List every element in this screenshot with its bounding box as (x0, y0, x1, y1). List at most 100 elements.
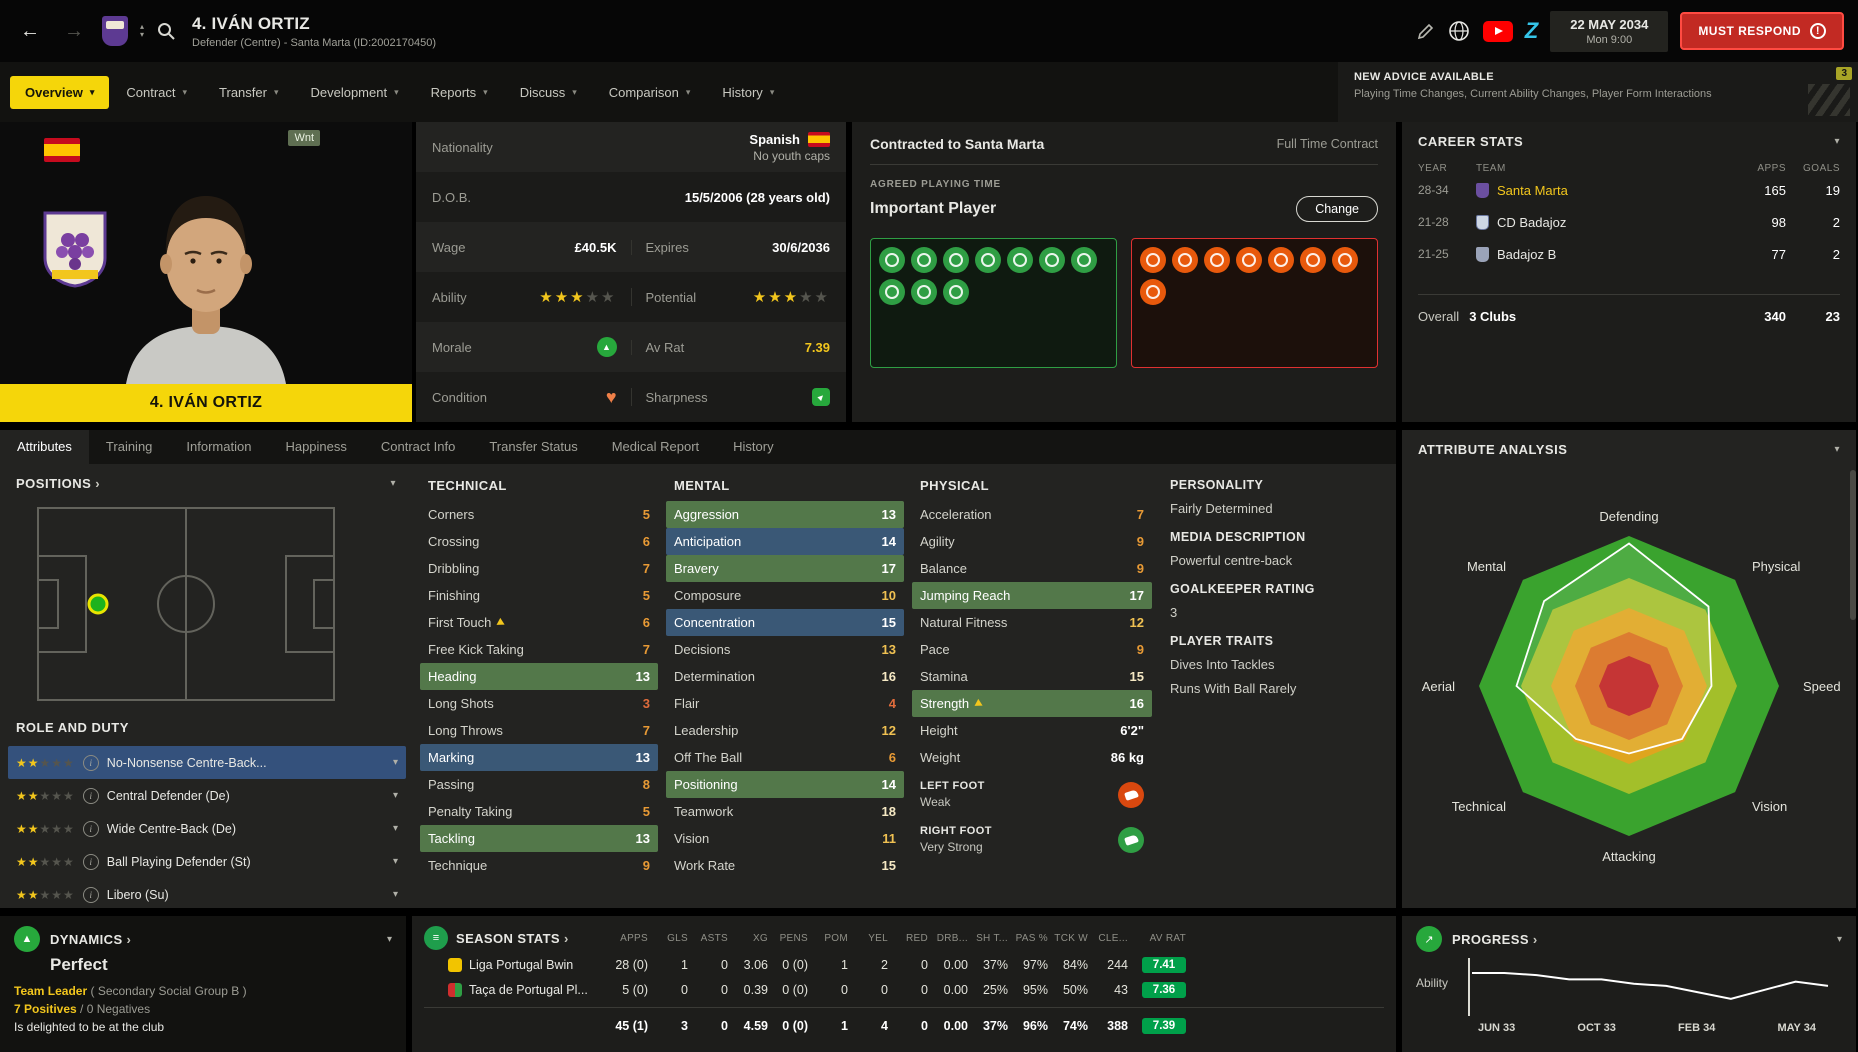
nav-tab[interactable]: Comparison ▾ (594, 76, 706, 109)
progress-title-link[interactable]: PROGRESS › (1452, 931, 1538, 947)
edit-pencil-icon[interactable] (1417, 22, 1435, 40)
role-row[interactable]: ★★★★★ i Ball Playing Defender (St) ▾ (8, 845, 406, 878)
club-crest-icon[interactable] (102, 16, 128, 46)
info-icon[interactable]: i (82, 820, 99, 837)
role-name: Libero (Su) (106, 887, 169, 902)
detail-tab[interactable]: History (716, 430, 790, 464)
youtube-icon[interactable] (1482, 20, 1513, 42)
attribute-row: Agility 9 (912, 528, 1152, 555)
physical-column: PHYSICAL Acceleration 7 Agility 9 (912, 464, 1152, 908)
attribute-row: Long Throws 7 (420, 717, 658, 744)
negative-report-icon[interactable] (1140, 247, 1166, 273)
competition-name-link[interactable]: Liga Portugal Bwin (469, 957, 574, 972)
negative-report-icon[interactable] (1172, 247, 1198, 273)
positive-report-icon[interactable] (911, 247, 937, 273)
positive-report-icon[interactable] (943, 279, 969, 305)
chevron-down-icon[interactable]: ▾ (392, 856, 398, 867)
info-icon[interactable]: i (82, 754, 99, 771)
change-playing-time-button[interactable]: Change (1296, 196, 1378, 222)
detail-tab[interactable]: Contract Info (364, 430, 472, 464)
positive-report-icon[interactable] (1039, 247, 1065, 273)
overall-goals: 23 (1825, 309, 1840, 324)
role-row[interactable]: ★★★★★ i Libero (Su) ▾ (8, 878, 406, 908)
chevron-down-icon[interactable]: ▾ (392, 790, 398, 801)
info-icon[interactable]: i (82, 853, 99, 870)
positive-report-icon[interactable] (975, 247, 1001, 273)
negative-report-icon[interactable] (1268, 247, 1294, 273)
nav-tab[interactable]: Transfer ▾ (204, 76, 293, 109)
negative-report-icon[interactable] (1332, 247, 1358, 273)
back-button[interactable]: ← (14, 15, 46, 47)
role-row[interactable]: ★★★★★ i Wide Centre-Back (De) ▾ (8, 812, 406, 845)
positives-link[interactable]: 7 Positives (14, 1002, 77, 1016)
team-name-link[interactable]: Badajoz B (1497, 246, 1557, 262)
nav-tab[interactable]: Reports ▾ (416, 76, 503, 109)
negative-report-icon[interactable] (1300, 247, 1326, 273)
positive-report-icon[interactable] (1007, 247, 1033, 273)
positive-report-icon[interactable] (943, 247, 969, 273)
world-news-icon[interactable] (1447, 19, 1471, 43)
chevron-up-icon: ▴ (140, 22, 145, 31)
must-respond-button[interactable]: MUST RESPOND ! (1680, 12, 1844, 50)
positive-report-icon[interactable] (879, 279, 905, 305)
collapse-chevron-icon[interactable]: ▾ (1834, 136, 1840, 147)
negative-report-icon[interactable] (1140, 279, 1166, 305)
dynamics-title-link[interactable]: DYNAMICS › (50, 931, 132, 947)
link-chevron-icon: › (1532, 931, 1538, 947)
search-icon[interactable] (156, 21, 176, 41)
vertical-scrollbar[interactable] (1850, 436, 1856, 906)
info-icon[interactable]: i (82, 787, 99, 804)
detail-tab[interactable]: Medical Report (595, 430, 716, 464)
team-name-link[interactable]: CD Badajoz (1497, 214, 1567, 230)
detail-tab[interactable]: Attributes (0, 430, 89, 464)
collapse-chevron-icon[interactable]: ▾ (1836, 933, 1842, 945)
collapse-chevron-icon[interactable]: ▾ (390, 478, 396, 489)
nav-tab[interactable]: Development ▾ (295, 76, 413, 109)
game-date-widget[interactable]: 22 MAY 2034 Mon 9:00 (1550, 10, 1669, 52)
chevron-down-icon[interactable]: ▾ (392, 823, 398, 834)
team-leader-label[interactable]: Team Leader (14, 984, 88, 998)
positive-report-icon[interactable] (879, 247, 905, 273)
attributes-panel: POSITIONS › ▾ ROLE AND DUTY ★★★★★ i (0, 464, 1396, 908)
collapse-chevron-icon[interactable]: ▾ (1834, 444, 1840, 455)
col-apps: APPS (1757, 163, 1786, 174)
media-description-value: Powerful centre-back (1170, 553, 1293, 568)
season-total-cell: 37% (982, 1018, 1008, 1033)
positive-report-icon[interactable] (911, 279, 937, 305)
detail-tab[interactable]: Information (169, 430, 268, 464)
positions-title[interactable]: POSITIONS › (16, 476, 101, 491)
nationality-row: Nationality Spanish No youth caps (416, 122, 846, 172)
wage-expires-row: Wage £40.5K Expires 30/6/2036 (416, 222, 846, 272)
forward-button[interactable]: → (58, 15, 90, 47)
collapse-chevron-icon[interactable]: ▾ (386, 933, 392, 945)
info-icon[interactable]: i (82, 886, 99, 903)
negative-report-icon[interactable] (1204, 247, 1230, 273)
nav-tab[interactable]: Discuss ▾ (505, 76, 592, 109)
club-switch-stepper[interactable]: ▴ ▾ (140, 23, 144, 39)
avrat-column-header: AV RAT (1149, 932, 1186, 944)
chevron-down-icon[interactable]: ▾ (392, 757, 398, 768)
positive-report-icon[interactable] (1071, 247, 1097, 273)
role-row[interactable]: ★★★★★ i No-Nonsense Centre-Back... ▾ (8, 746, 406, 779)
chevron-down-icon[interactable]: ▾ (392, 889, 398, 900)
team-name-link[interactable]: Santa Marta (1497, 182, 1568, 198)
nav-tab[interactable]: Overview ▾ (10, 75, 110, 109)
season-stats-title-link[interactable]: SEASON STATS › (456, 930, 569, 946)
negative-report-icon[interactable] (1236, 247, 1262, 273)
nationality-value: Spanish (749, 131, 800, 147)
detail-tab[interactable]: Training (89, 430, 169, 464)
position-dot-centre-back (87, 593, 109, 615)
left-foot-row: LEFT FOOT Weak (912, 773, 1152, 816)
season-stat-cell: 0 (881, 982, 888, 997)
advice-notification[interactable]: NEW ADVICE AVAILABLE Playing Time Change… (1338, 62, 1858, 122)
detail-tab[interactable]: Happiness (268, 430, 363, 464)
nav-tab[interactable]: Contract ▾ (111, 76, 202, 109)
z-app-icon[interactable]: Z (1524, 18, 1539, 43)
nav-tab[interactable]: History ▾ (707, 76, 789, 109)
detail-tab[interactable]: Transfer Status (472, 430, 594, 464)
role-row[interactable]: ★★★★★ i Central Defender (De) ▾ (8, 779, 406, 812)
nav-tab-label: Contract (126, 84, 176, 100)
scrollbar-thumb[interactable] (1850, 470, 1856, 620)
gk-rating-title: GOALKEEPER RATING (1170, 582, 1315, 596)
competition-name-link[interactable]: Taça de Portugal Pl... (469, 982, 588, 997)
